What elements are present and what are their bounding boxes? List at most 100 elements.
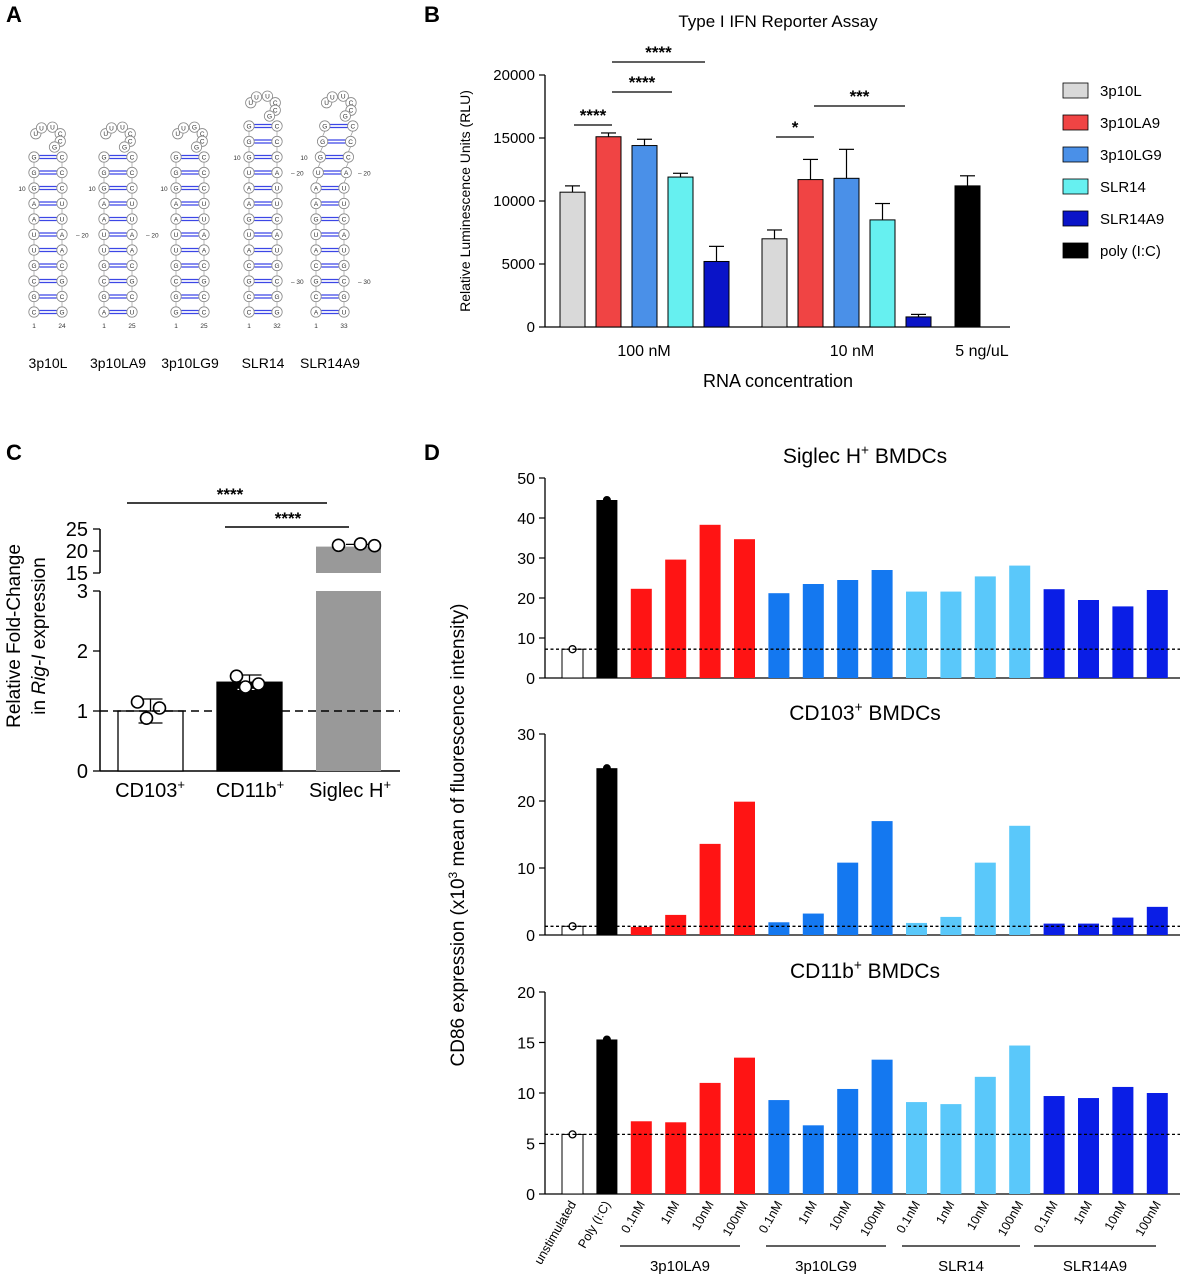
position-number: 33 [340,323,348,330]
nucleotide-letter: U [247,232,252,239]
nucleotide-letter: G [173,154,178,161]
legend-label: 3p10L [1100,83,1142,100]
nucleotide-letter: A [275,232,280,239]
nucleotide-letter: G [173,309,178,316]
y-axis-label: Relative Luminescence Units (RLU) [457,90,473,312]
nucleotide [126,151,138,163]
bar-0.1nM [768,593,790,678]
loop-nucleotide [48,141,61,153]
nucleotide-letter: G [246,216,251,223]
panel-letter-c: C [6,440,22,465]
nucleotide-letter: A [32,201,37,208]
bar-100nM [1146,906,1168,935]
significance-label: **** [629,73,656,92]
bar-100nM [1146,1093,1168,1194]
y-tick-label: 30 [517,551,535,568]
legend-label: 3p10LA9 [1100,115,1160,132]
nucleotide-letter: G [31,294,36,301]
nucleotide-letter: U [32,232,37,239]
nucleotide [170,151,182,163]
backbone [320,146,323,152]
position-number: 25 [200,323,208,330]
nucleotide-letter: U [202,216,207,223]
nucleotide-letter: C [202,170,207,177]
bar-10nM [974,862,996,935]
subplot-title-sup: + [861,443,869,458]
structure-label: SLR14A9 [300,355,360,371]
nucleotide-letter: A [102,216,107,223]
nucleotide-letter: U [342,309,347,316]
structure-label: 3p10LA9 [90,355,146,371]
position-number: 1 [102,323,106,330]
group-label: SLR14 [938,1258,984,1275]
y-tick-label: 10 [517,631,535,648]
subplot-0: Siglec H+ BMDCs 0 10 20 30 40 50 [517,443,1180,688]
panel-letter-a: A [6,2,22,27]
nucleotide-letter: U [32,247,37,254]
loop-nucleotide [261,90,274,102]
nucleotide-letter: A [60,247,65,254]
subplot-title-sup: + [855,700,863,715]
nucleotide-letter: U [314,232,319,239]
y-tick-label: 0 [77,761,88,783]
nucleotide-letter: C [60,154,65,161]
category-label-sup: + [383,777,391,792]
loop-letter: C [273,108,278,115]
nucleotide-letter: C [130,294,135,301]
bar-100nM [1009,1045,1031,1194]
nucleotide-letter: A [174,216,179,223]
category-label: unstimulated [532,1198,580,1266]
nucleotide-letter: G [320,139,325,146]
nucleotide-letter: A [275,170,280,177]
category-label-main: CD11b [216,780,277,802]
bar-10nM [699,1082,721,1194]
bar-SLR14 [667,176,694,328]
bar-3p10L [559,191,586,328]
nucleotide [347,120,359,132]
loop-letter: C [200,131,205,138]
nucleotide-letter: G [313,216,318,223]
nucleotide-letter: A [247,247,252,254]
nucleotide-letter: U [60,216,65,223]
bar-100nM [871,821,893,935]
category-label: CD103+ [115,777,185,802]
y-axis-label-line2: in Rig-I expression [29,557,50,714]
subplot-title: CD11b+ BMDCs [790,958,940,983]
loop-nucleotide [177,122,190,134]
nucleotide-letter: G [318,154,323,161]
loop-nucleotide [116,121,129,133]
significance-label: *** [850,87,870,106]
nucleotide-letter: A [247,201,252,208]
category-label: 10nM [689,1199,717,1233]
panel-letter-d: D [424,440,440,465]
nucleotide-letter: A [32,216,37,223]
subplot-title-sup: + [854,958,862,973]
data-point [229,669,244,684]
group-label: 3p10LA9 [650,1258,710,1275]
nucleotide-letter: A [247,185,252,192]
nucleotide-letter: U [202,201,207,208]
y-label-post: mean of fluorescence intensity) [448,604,469,872]
nucleotide-letter: U [102,247,107,254]
category-label: 1nM [796,1199,820,1227]
nucleotide-letter: C [342,278,347,285]
loop-nucleotide [250,91,263,103]
nucleotide-letter: U [174,232,179,239]
nucleotide-letter: C [102,278,107,285]
position-number: 10 [88,186,96,193]
y-tick-label: 10000 [493,193,535,210]
nucleotide-letter: G [59,309,64,316]
loop-nucleotide [105,122,118,134]
nucleotide-letter: A [314,201,319,208]
nucleotide-letter: A [102,201,107,208]
bar-SLR14A9 [905,316,932,328]
nucleotide-letter: C [202,263,207,270]
bar-10nM [837,862,859,935]
position-number: 32 [273,323,281,330]
x-axis-label: RNA concentration [703,371,853,391]
